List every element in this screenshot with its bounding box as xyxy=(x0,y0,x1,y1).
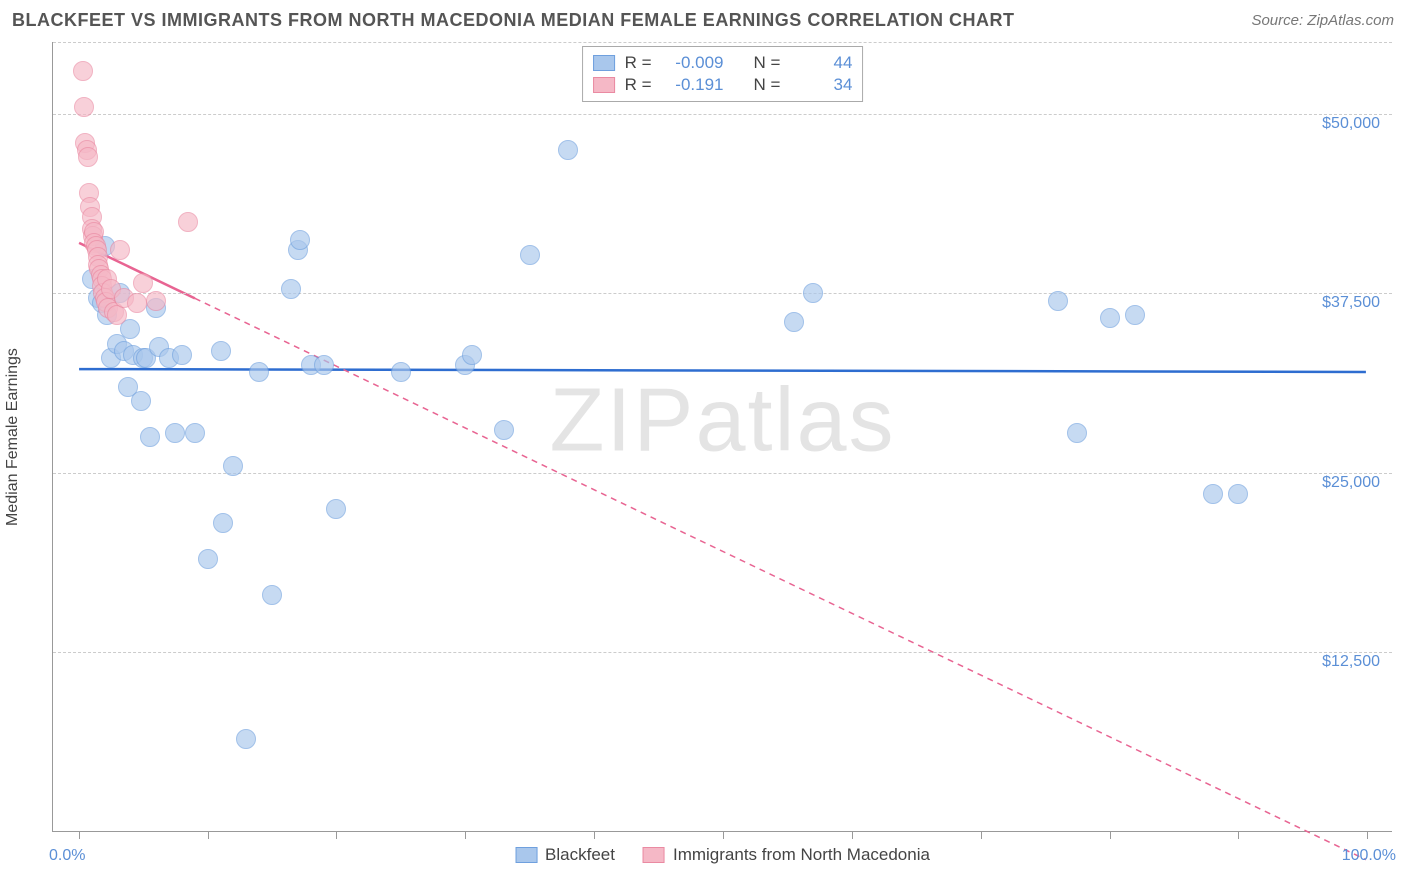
watermark: ZIPatlas xyxy=(549,369,895,472)
x-tick xyxy=(852,831,853,839)
data-point xyxy=(784,312,804,332)
correlation-legend: R = -0.009 N = 44 R = -0.191 N = 34 xyxy=(582,46,864,102)
y-tick-label: $25,000 xyxy=(1322,474,1380,492)
data-point xyxy=(326,499,346,519)
x-tick xyxy=(594,831,595,839)
data-point xyxy=(1125,305,1145,325)
n-value-2: 34 xyxy=(790,75,852,95)
gridline xyxy=(53,652,1392,653)
x-tick xyxy=(723,831,724,839)
data-point xyxy=(78,147,98,167)
gridline xyxy=(53,473,1392,474)
y-tick-label: $37,500 xyxy=(1322,294,1380,312)
scatter-plot: Median Female Earnings ZIPatlas 0.0% 100… xyxy=(52,42,1392,832)
r-label-2: R = xyxy=(625,75,652,95)
data-point xyxy=(146,291,166,311)
swatch-icon xyxy=(643,847,665,863)
x-tick xyxy=(1367,831,1368,839)
swatch-series-1 xyxy=(593,55,615,71)
x-tick xyxy=(465,831,466,839)
legend-item-1: Blackfeet xyxy=(515,845,615,865)
chart-title: BLACKFEET VS IMMIGRANTS FROM NORTH MACED… xyxy=(12,10,1014,31)
data-point xyxy=(185,423,205,443)
n-label-1: N = xyxy=(754,53,781,73)
data-point xyxy=(131,391,151,411)
n-label-2: N = xyxy=(754,75,781,95)
data-point xyxy=(198,549,218,569)
legend-item-2: Immigrants from North Macedonia xyxy=(643,845,930,865)
data-point xyxy=(462,345,482,365)
n-value-1: 44 xyxy=(790,53,852,73)
data-point xyxy=(1067,423,1087,443)
data-point xyxy=(165,423,185,443)
data-point xyxy=(107,305,127,325)
data-point xyxy=(74,97,94,117)
data-point xyxy=(803,283,823,303)
data-point xyxy=(1048,291,1068,311)
data-point xyxy=(178,212,198,232)
r-label-1: R = xyxy=(625,53,652,73)
x-axis-min-label: 0.0% xyxy=(49,847,85,865)
data-point xyxy=(133,273,153,293)
data-point xyxy=(558,140,578,160)
x-tick xyxy=(1110,831,1111,839)
data-point xyxy=(391,362,411,382)
data-point xyxy=(110,240,130,260)
data-point xyxy=(73,61,93,81)
y-tick-label: $12,500 xyxy=(1322,653,1380,671)
y-tick-label: $50,000 xyxy=(1322,115,1380,133)
legend-row-2: R = -0.191 N = 34 xyxy=(593,75,853,95)
data-point xyxy=(281,279,301,299)
data-point xyxy=(223,456,243,476)
data-point xyxy=(262,585,282,605)
source-label: Source: ZipAtlas.com xyxy=(1251,12,1394,29)
data-point xyxy=(520,245,540,265)
legend-label-1: Blackfeet xyxy=(545,845,615,865)
gridline xyxy=(53,293,1392,294)
data-point xyxy=(249,362,269,382)
data-point xyxy=(290,230,310,250)
legend-label-2: Immigrants from North Macedonia xyxy=(673,845,930,865)
data-point xyxy=(211,341,231,361)
data-point xyxy=(314,355,334,375)
data-point xyxy=(1228,484,1248,504)
swatch-icon xyxy=(515,847,537,863)
series-legend: Blackfeet Immigrants from North Macedoni… xyxy=(515,845,930,865)
data-point xyxy=(213,513,233,533)
r-value-1: -0.009 xyxy=(662,53,724,73)
x-axis-max-label: 100.0% xyxy=(1342,847,1396,865)
x-tick xyxy=(208,831,209,839)
data-point xyxy=(494,420,514,440)
x-tick xyxy=(1238,831,1239,839)
x-tick xyxy=(79,831,80,839)
data-point xyxy=(236,729,256,749)
data-point xyxy=(1100,308,1120,328)
data-point xyxy=(140,427,160,447)
gridline xyxy=(53,114,1392,115)
r-value-2: -0.191 xyxy=(662,75,724,95)
swatch-series-2 xyxy=(593,77,615,93)
data-point xyxy=(127,293,147,313)
x-tick xyxy=(336,831,337,839)
data-point xyxy=(1203,484,1223,504)
data-point xyxy=(172,345,192,365)
y-axis-title: Median Female Earnings xyxy=(4,348,22,526)
x-tick xyxy=(981,831,982,839)
legend-row-1: R = -0.009 N = 44 xyxy=(593,53,853,73)
